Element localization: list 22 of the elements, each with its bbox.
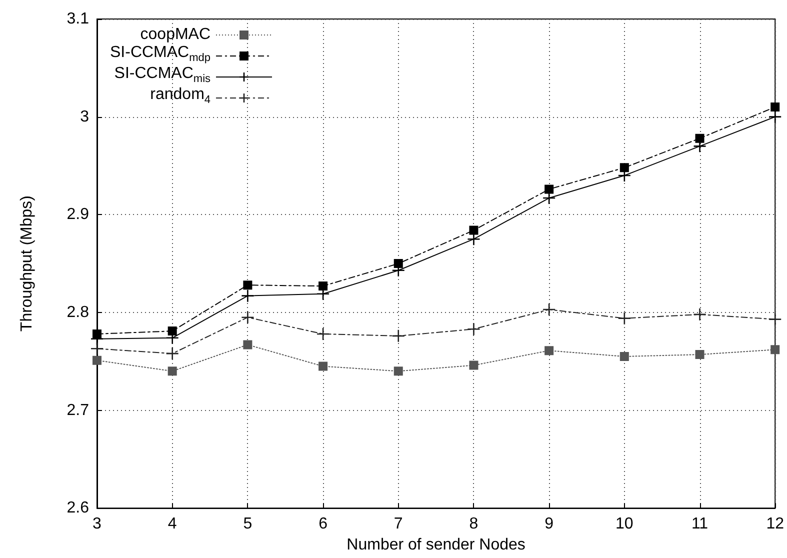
legend-label: coopMAC [140, 24, 211, 44]
legend-label: SI-CCMAC$_{mdp}$ [110, 44, 211, 64]
x-tick-label: 4 [168, 516, 177, 533]
x-tick-label: 11 [691, 516, 708, 533]
x-tick-label: 7 [394, 516, 403, 533]
x-tick-label: 5 [243, 516, 252, 533]
x-tick-label: 12 [766, 516, 784, 533]
y-axis-title: Throughput (Mbps) [18, 196, 36, 332]
y-tick-label: 2.8 [66, 304, 90, 321]
x-tick-label: 8 [469, 516, 478, 533]
legend-label: random$_{4}$ [150, 84, 211, 108]
y-tick-label: 3.1 [66, 10, 90, 28]
y-tick-label: 2.9 [66, 206, 90, 224]
x-tick-label: 10 [616, 516, 634, 533]
y-tick-label: 2.6 [66, 500, 90, 517]
y-tick-label: 2.7 [66, 402, 90, 419]
x-tick-label: 3 [92, 516, 102, 533]
x-axis-title: Number of sender Nodes [346, 536, 526, 554]
x-tick-label: 9 [544, 516, 554, 533]
x-tick-label: 6 [318, 516, 328, 533]
y-tick-label: 3 [80, 108, 90, 126]
legend-label: SI-CCMAC$_{mis}$ [114, 64, 211, 86]
